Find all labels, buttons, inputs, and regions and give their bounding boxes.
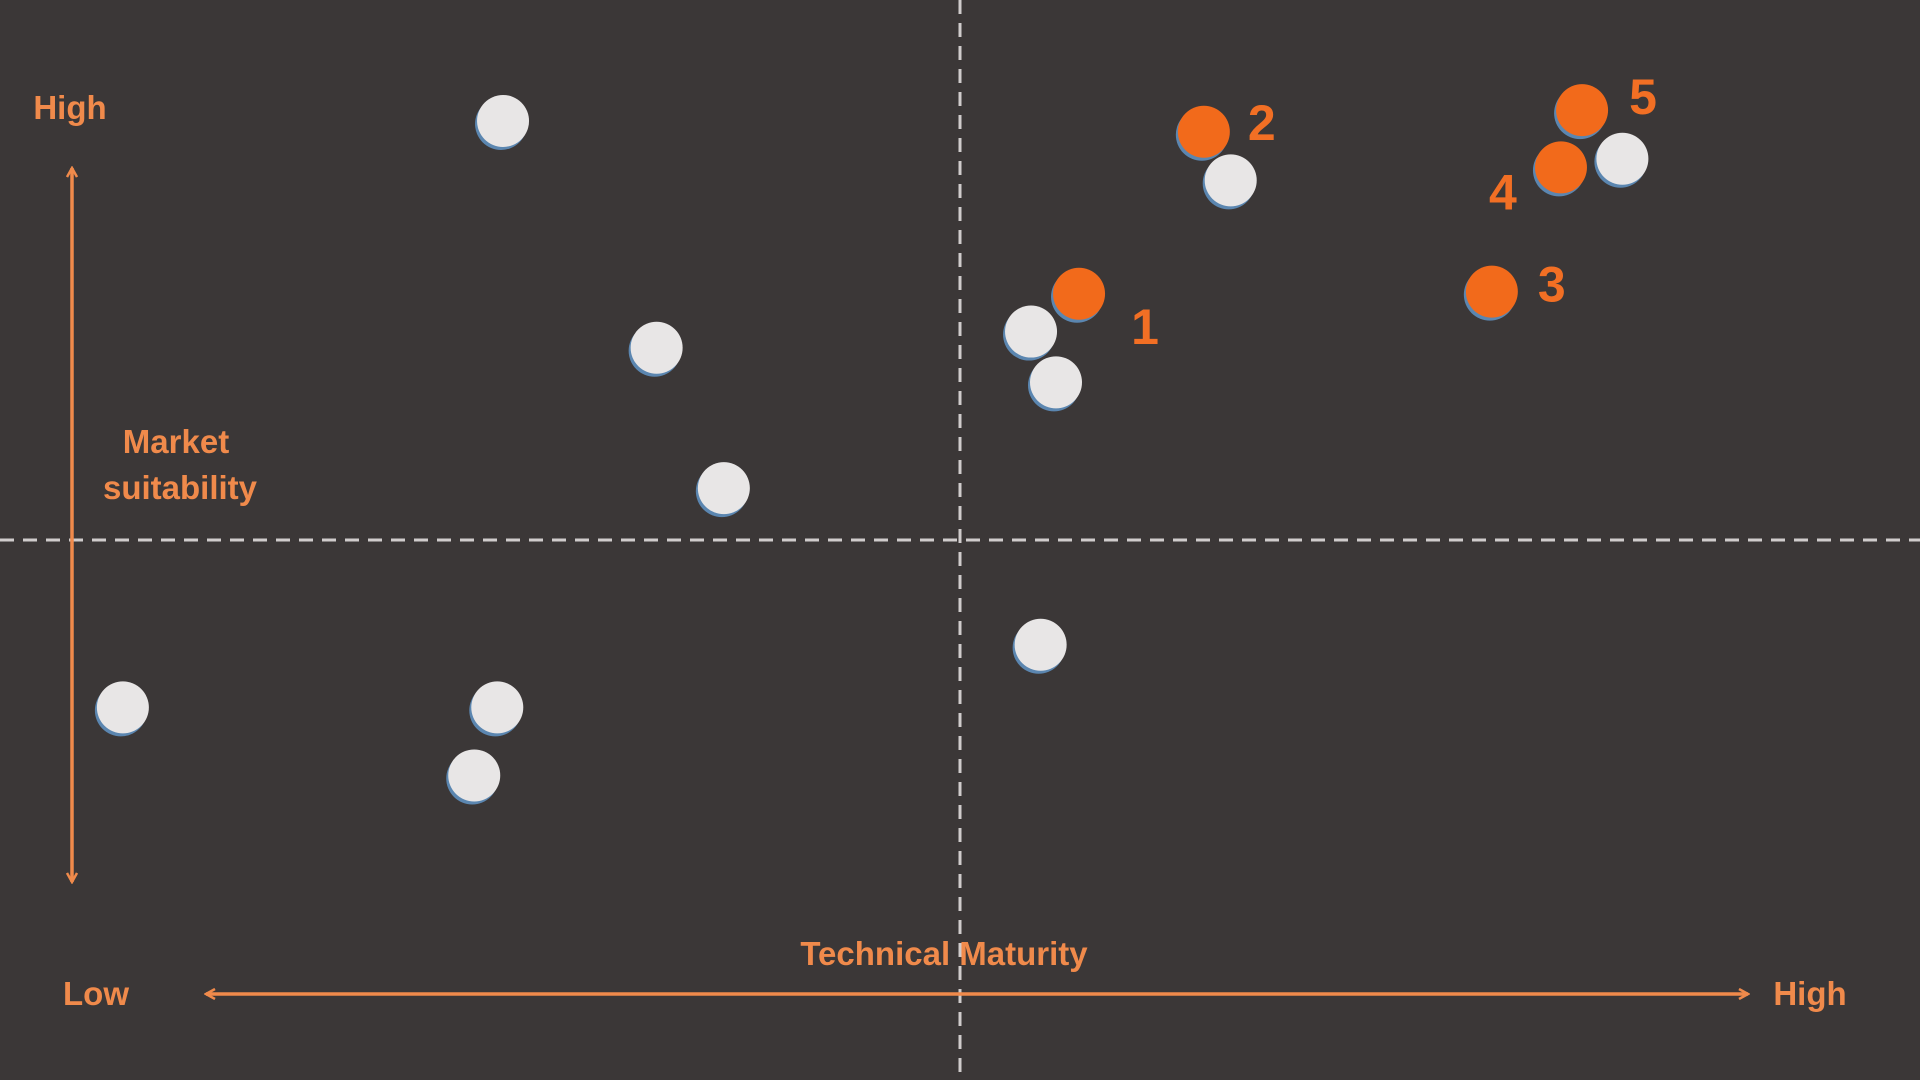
point-marker-3 xyxy=(1465,265,1518,318)
highlight-point-3: 3 xyxy=(1463,257,1566,321)
point-marker-4 xyxy=(1534,141,1587,194)
y-axis-title-line1: Market xyxy=(123,423,229,460)
data-point xyxy=(1012,618,1067,674)
point-label-3: 3 xyxy=(1538,257,1566,313)
point-marker xyxy=(1204,154,1257,207)
point-marker xyxy=(448,749,501,802)
point-marker xyxy=(471,681,524,734)
data-point xyxy=(469,681,524,737)
point-marker-5 xyxy=(1556,84,1609,137)
point-label-2: 2 xyxy=(1248,95,1276,151)
point-marker xyxy=(96,681,149,734)
point-marker-2 xyxy=(1177,105,1230,158)
point-marker xyxy=(1030,356,1082,409)
data-point xyxy=(628,321,683,377)
data-point xyxy=(1028,356,1082,412)
data-point xyxy=(94,681,149,737)
point-marker xyxy=(630,321,683,374)
point-marker-1 xyxy=(1053,267,1106,320)
point-label-4: 4 xyxy=(1489,164,1517,220)
data-point xyxy=(1003,305,1058,361)
highlight-point-5: 5 xyxy=(1554,69,1657,140)
highlight-point-1: 1 xyxy=(1051,267,1159,355)
x-axis-low-label: Low xyxy=(63,975,129,1012)
point-label-5: 5 xyxy=(1629,69,1657,125)
point-marker xyxy=(697,462,750,515)
highlight-point-4: 4 xyxy=(1489,141,1587,220)
y-axis-high-label: High xyxy=(33,89,106,126)
x-axis-high-label: High xyxy=(1773,975,1846,1012)
point-marker xyxy=(477,94,530,147)
point-marker xyxy=(1596,132,1649,185)
data-point xyxy=(1594,132,1649,188)
data-point xyxy=(446,749,501,805)
point-label-1: 1 xyxy=(1131,299,1159,355)
y-axis-title-line2: suitability xyxy=(103,469,258,506)
point-marker xyxy=(1014,618,1067,671)
x-axis-title: Technical Maturity xyxy=(800,935,1088,972)
point-marker xyxy=(1005,305,1058,358)
data-point xyxy=(695,462,750,518)
highlight-point-2: 2 xyxy=(1175,95,1276,161)
data-points: 1 2 34 5 xyxy=(94,69,1657,805)
data-point xyxy=(475,94,530,150)
data-point xyxy=(1202,154,1257,210)
